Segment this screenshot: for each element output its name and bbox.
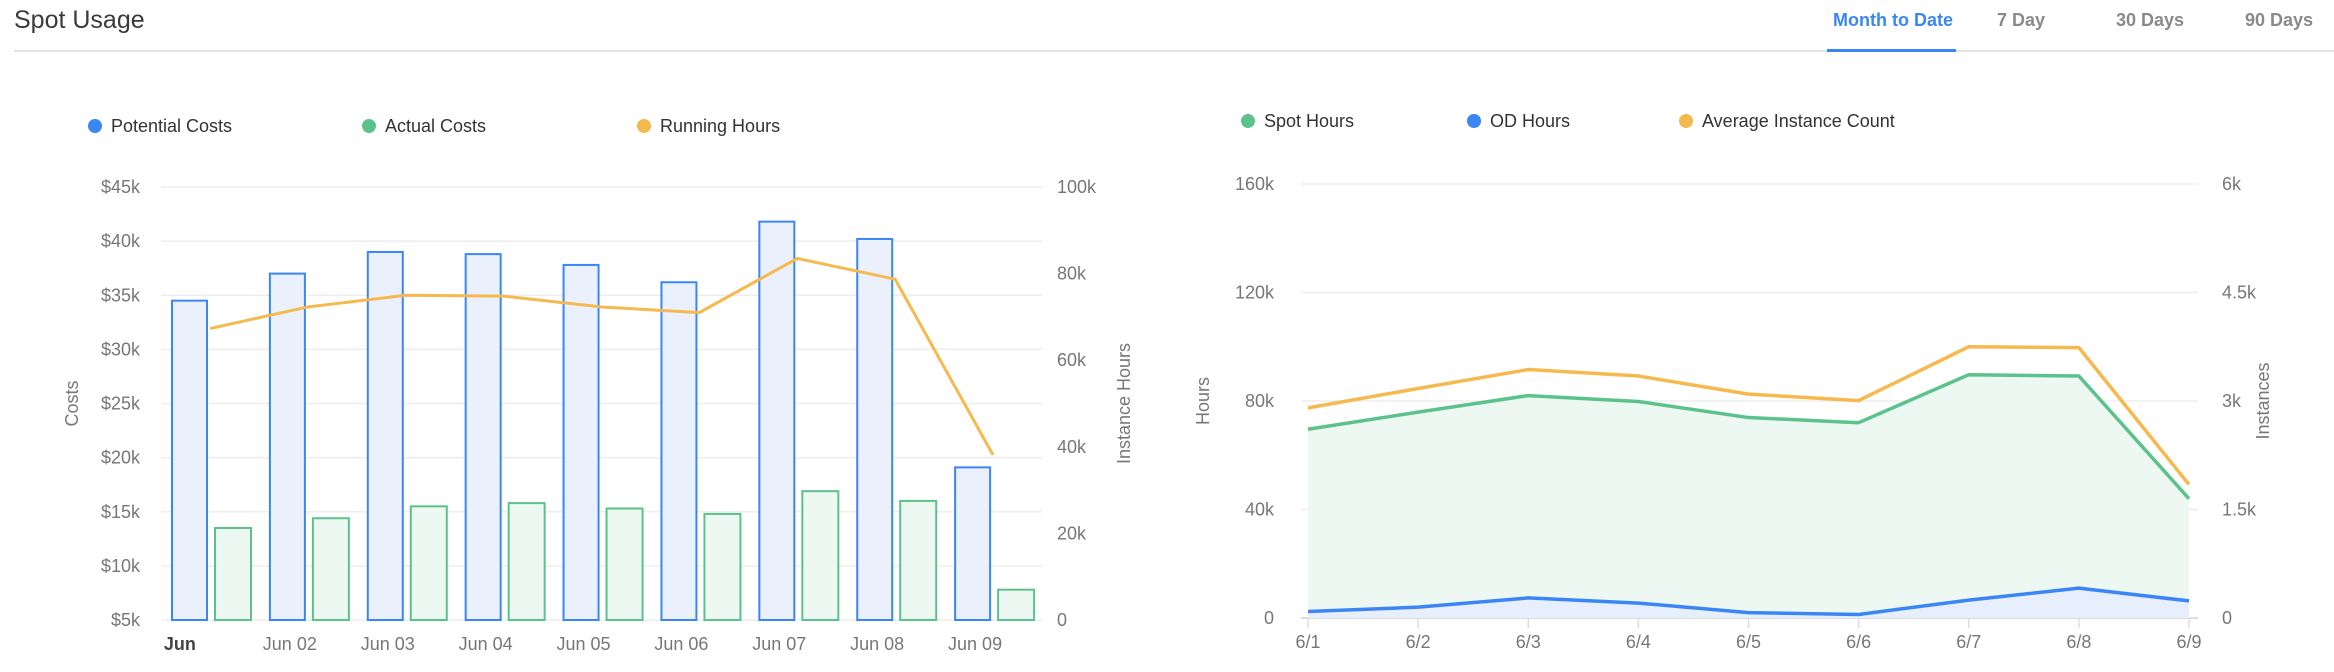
x-tick-label: Jun 09 [948,634,1002,654]
line-spot-hours [1307,372,2191,500]
bar-actual-costs [605,507,644,621]
tab-30-days[interactable]: 30 Days [2116,10,2185,30]
legend-marker-2 [1679,114,1693,128]
bar-actual-costs [801,490,840,621]
y2-tick-label: 60k [1057,350,1087,370]
bar-potential-costs [660,281,698,621]
y-tick-label: $35k [101,285,141,305]
y-tick-label: 0 [1264,608,1274,628]
y2-tick-label: 100k [1057,177,1097,197]
bar-actual-costs [703,512,742,621]
y-tick-label: $25k [101,394,141,414]
y-axis-title: Costs [62,380,82,426]
y2-tick-label: 20k [1057,523,1087,543]
tab-7-day[interactable]: 7 Day [1997,10,2046,30]
legend-label: Actual Costs [385,116,486,136]
y-tick-label: $20k [101,448,141,468]
bar-potential-costs [562,263,600,621]
y2-tick-label: 1.5k [2222,500,2257,520]
legend-marker-2 [637,119,651,133]
y-tick-label: 80k [1245,391,1275,411]
legend-marker-0 [1241,114,1255,128]
x-tick-label: Jun 03 [361,634,415,654]
x-tick-label: Jun 04 [459,634,513,654]
bar-potential-costs [758,220,796,621]
y-tick-label: $30k [101,339,141,359]
y2-tick-label: 80k [1057,264,1087,284]
x-tick-label: 6/4 [1626,632,1651,652]
x-tick-label: Jun 02 [263,634,317,654]
tab-90-days[interactable]: 90 Days [2245,10,2314,30]
tab-month-to-date[interactable]: Month to Date [1833,10,1953,30]
bar-actual-costs [899,499,938,621]
bar-potential-costs [268,272,306,621]
y2-tick-label: 3k [2222,391,2242,411]
x-tick-label: 6/1 [1295,632,1320,652]
bar-potential-costs [171,299,208,621]
y-axis-title: Hours [1193,377,1213,425]
y-tick-label: 120k [1235,283,1275,303]
legend-marker-1 [1467,114,1481,128]
page-title: Spot Usage [14,6,145,34]
y2-tick-label: 0 [1057,610,1067,630]
bar-actual-costs [409,505,448,621]
y2-tick-label: 6k [2222,174,2242,194]
legend-label: Running Hours [660,116,780,136]
y-tick-label: $15k [101,502,141,522]
bar-potential-costs [954,466,992,621]
active-tab-indicator [1827,49,1956,52]
x-tick-label: 6/3 [1516,632,1541,652]
x-tick-label: Jun 08 [850,634,904,654]
y2-tick-label: 4.5k [2222,283,2257,303]
y2-axis-title: Instance Hours [1114,343,1134,464]
legend-marker-0 [88,119,102,133]
header-divider [14,50,2334,52]
line-average-instance-count [1307,345,2191,486]
x-tick-label: 6/8 [2066,632,2091,652]
y-tick-label: $45k [101,177,141,197]
y-tick-label: $10k [101,556,141,576]
x-tick-label: Jun [164,634,196,654]
y-tick-label: $40k [101,231,141,251]
y-tick-label: $5k [111,610,141,630]
bar-actual-costs [214,526,252,621]
y-tick-label: 40k [1245,500,1275,520]
y2-tick-label: 0 [2222,608,2232,628]
y2-tick-label: 40k [1057,437,1087,457]
line-od-hours [1307,586,2190,617]
area-od-hours [1308,588,2189,618]
legend-label: Average Instance Count [1702,111,1895,131]
x-tick-label: Jun 07 [752,634,806,654]
y-tick-label: 160k [1235,174,1275,194]
legend-label: Spot Hours [1264,111,1354,131]
x-tick-label: Jun 06 [654,634,708,654]
legend-marker-1 [362,119,376,133]
x-tick-label: 6/2 [1406,632,1431,652]
legend-label: Potential Costs [111,116,232,136]
x-tick-label: Jun 05 [556,634,610,654]
bar-potential-costs [464,253,502,622]
bar-actual-costs [311,517,350,621]
line-running-hours [209,256,995,456]
bar-potential-costs [856,237,894,622]
bar-actual-costs [997,588,1036,622]
bar-actual-costs [507,502,546,621]
x-tick-label: 6/5 [1736,632,1761,652]
x-tick-label: 6/7 [1956,632,1981,652]
area-spot-hours [1308,374,2189,618]
legend-label: OD Hours [1490,111,1570,131]
bar-potential-costs [366,250,404,621]
x-tick-label: 6/6 [1846,632,1871,652]
x-tick-label: 6/9 [2176,632,2201,652]
y2-axis-title: Instances [2253,362,2273,439]
